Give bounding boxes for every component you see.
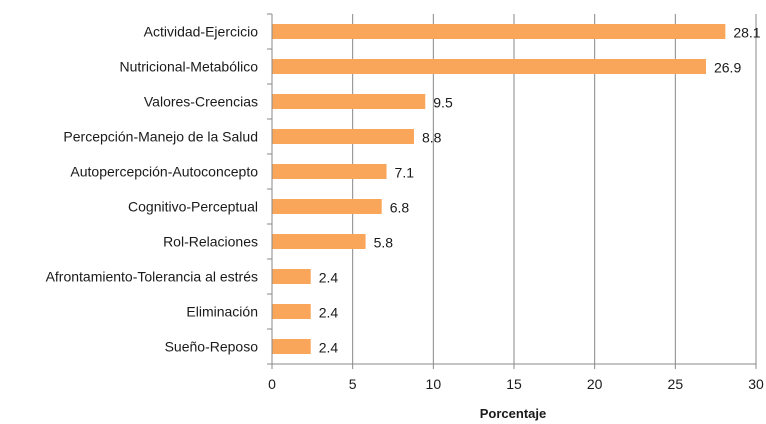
axes (267, 13, 757, 369)
value-label: 2.4 (319, 340, 339, 356)
value-label: 9.5 (433, 95, 453, 111)
category-label: Percepción-Manejo de la Salud (63, 129, 258, 145)
value-labels: 28.1 26.9 9.5 8.8 7.1 6.8 5.8 2.4 2.4 2.4 (319, 25, 761, 356)
value-label: 8.8 (422, 130, 442, 146)
category-labels: Actividad-Ejercicio Nutricional-Metabólic… (46, 24, 259, 355)
bar (272, 234, 366, 249)
value-label: 6.8 (390, 200, 410, 216)
category-label: Rol-Relaciones (163, 234, 258, 250)
bar (272, 269, 311, 284)
value-label: 26.9 (714, 60, 741, 76)
x-tick-label: 20 (587, 376, 603, 392)
bar (272, 94, 426, 109)
value-label: 7.1 (395, 165, 415, 181)
bar (272, 24, 726, 39)
value-label: 5.8 (374, 235, 394, 251)
bars (272, 24, 726, 354)
category-label: Eliminación (186, 304, 258, 320)
bar (272, 339, 311, 354)
x-tick-label: 15 (506, 376, 522, 392)
x-axis-title: Porcentaje (480, 406, 546, 421)
bar (272, 59, 706, 74)
category-label: Cognitivo-Perceptual (128, 199, 258, 215)
x-tick-labels: 0 5 10 15 20 25 30 (268, 376, 764, 392)
x-tick-label: 10 (426, 376, 442, 392)
value-label: 28.1 (733, 25, 760, 41)
value-label: 2.4 (319, 270, 339, 286)
x-tick-label: 30 (748, 376, 764, 392)
bar (272, 304, 311, 319)
category-label: Actividad-Ejercicio (144, 24, 259, 40)
category-label: Sueño-Reposo (165, 339, 259, 355)
x-tick-label: 5 (349, 376, 357, 392)
x-tick-label: 25 (668, 376, 684, 392)
bar (272, 199, 382, 214)
value-label: 2.4 (319, 305, 339, 321)
category-label: Autopercepción-Autoconcepto (70, 164, 258, 180)
bar (272, 164, 387, 179)
bar (272, 129, 414, 144)
x-tick-label: 0 (268, 376, 276, 392)
category-label: Nutricional-Metabólico (119, 59, 258, 75)
category-label: Valores-Creencias (144, 94, 258, 110)
category-label: Afrontamiento-Tolerancia al estrés (46, 269, 258, 285)
